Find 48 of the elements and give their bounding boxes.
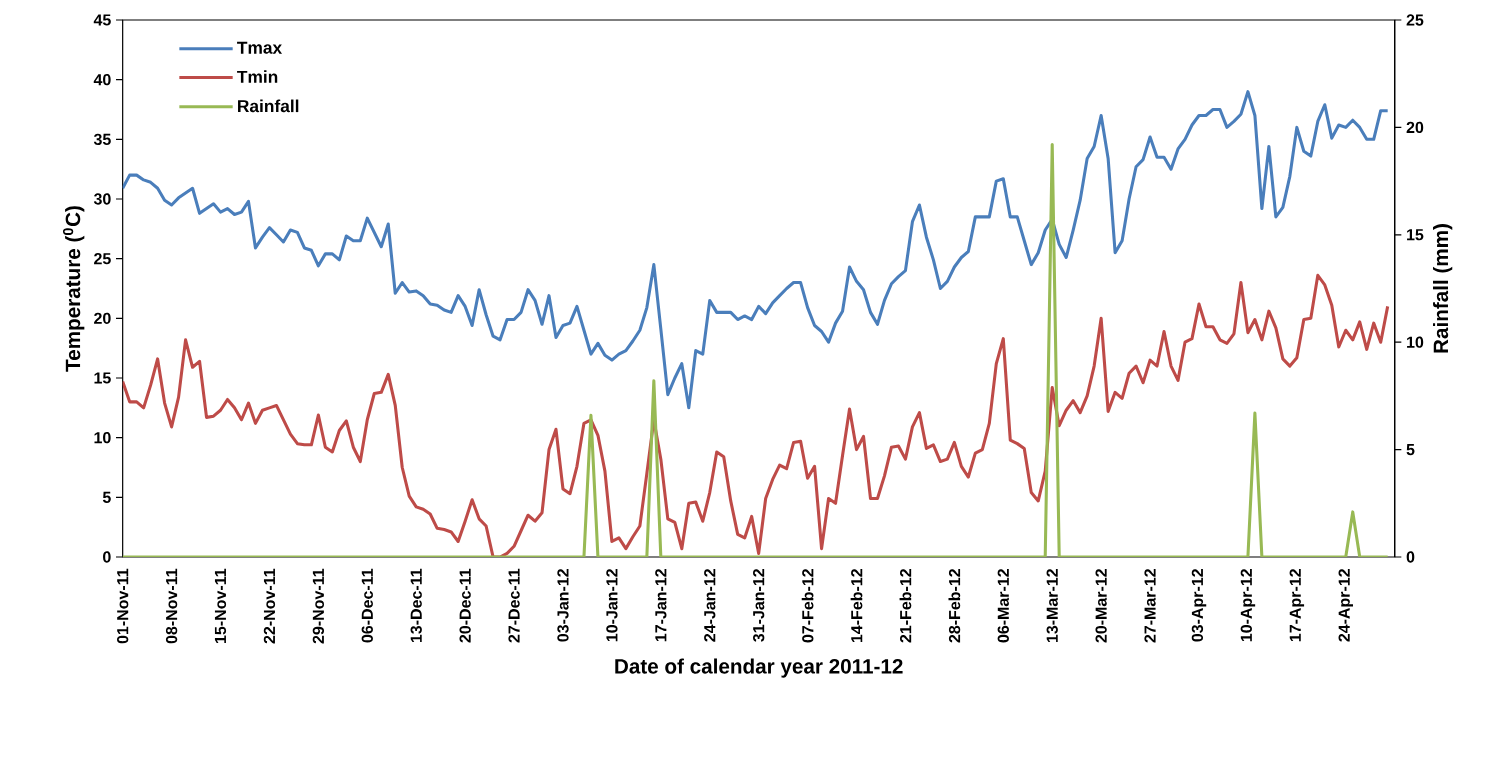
y2-tick-label: 10: [1407, 336, 1424, 348]
legend-label: Rainfall: [238, 99, 299, 113]
x-tick-label: 07-Feb-12: [801, 569, 814, 643]
x-tick-label: 06-Dec-11: [361, 568, 373, 643]
x-tick-label: 20-Dec-11: [459, 568, 471, 643]
y2-tick-label: 0: [1406, 551, 1415, 563]
x-tick-label: 13-Dec-11: [410, 568, 422, 643]
y2-tick-label: 15: [1407, 229, 1424, 241]
x-axis-title: Date of calendar year 2011-12: [615, 658, 903, 678]
y-tick-label: 20: [94, 312, 111, 324]
x-tick-label: 17-Jan-12: [655, 569, 667, 642]
x-tick-label: 15-Nov-11: [214, 568, 227, 643]
y-tick-label: 5: [102, 491, 111, 503]
y-tick-label: 35: [93, 133, 111, 146]
x-tick-label: 17-Apr-12: [1289, 569, 1305, 642]
x-tick-label: 01-Nov-11: [117, 568, 129, 644]
x-tick-label: 21-Feb-12: [899, 569, 912, 643]
y-tick-label: 10: [94, 432, 111, 444]
x-tick-label: 27-Mar-12: [1144, 569, 1156, 643]
y-tick-label: 40: [93, 74, 111, 86]
x-tick-label: 13-Mar-12: [1046, 569, 1058, 643]
y2-tick-label: 5: [1406, 444, 1415, 456]
y2-axis-title: Rainfall (mm): [1433, 224, 1453, 353]
x-tick-label: 10-Apr-12: [1240, 569, 1256, 642]
x-tick-label: 29-Nov-11: [312, 568, 325, 644]
x-tick-label: 24-Jan-12: [704, 569, 716, 642]
x-tick-label: 24-Apr-12: [1338, 569, 1353, 642]
x-tick-label: 20-Mar-12: [1095, 569, 1107, 643]
y-tick-label: 0: [103, 551, 111, 563]
y-tick-label: 15: [94, 372, 111, 384]
x-tick-label: 31-Jan-12: [753, 569, 765, 642]
x-tick-label: 03-Apr-12: [1191, 569, 1207, 642]
x-tick-label: 22-Nov-11: [263, 568, 276, 644]
y2-tick-label: 25: [1406, 14, 1424, 26]
x-tick-label: 27-Dec-11: [508, 568, 520, 643]
legend-label: Tmin: [237, 70, 278, 83]
y-tick-label: 25: [94, 253, 111, 265]
y2-tick-label: 20: [1406, 121, 1424, 134]
y-tick-label: 30: [93, 193, 111, 205]
legend-label: Tmax: [237, 41, 283, 54]
x-tick-label: 06-Mar-12: [997, 569, 1009, 643]
x-tick-label: 10-Jan-12: [606, 569, 618, 642]
x-tick-label: 08-Nov-11: [165, 568, 178, 644]
x-tick-label: 28-Feb-12: [948, 569, 961, 643]
y-axis-title: Temperature ($^{0}$C): [62, 206, 85, 372]
x-tick-label: 03-Jan-12: [557, 569, 569, 642]
x-tick-label: 14-Feb-12: [850, 569, 863, 643]
y-tick-label: 45: [93, 14, 111, 26]
